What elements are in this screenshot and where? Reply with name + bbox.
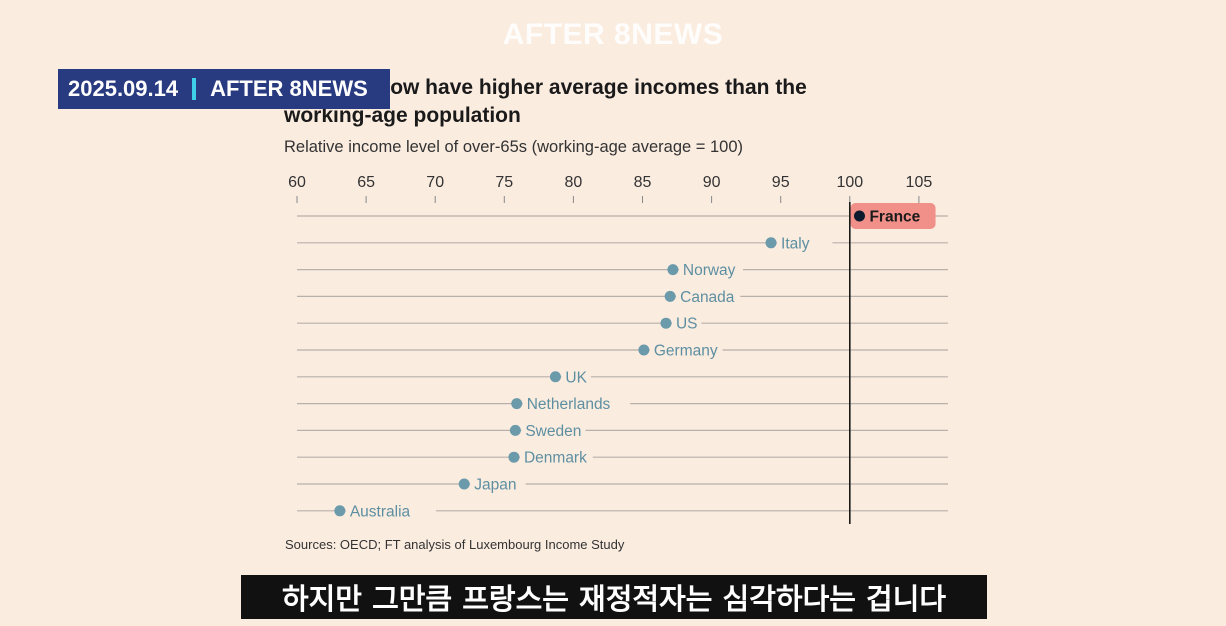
chart-subtitle: Relative income level of over-65s (worki…	[284, 138, 744, 156]
data-point	[765, 237, 777, 249]
highlight-box	[850, 203, 936, 229]
label-backdrop	[522, 394, 631, 413]
badge-date: 2025.09.14	[68, 76, 179, 101]
x-tick-label: 75	[495, 174, 513, 191]
data-point	[511, 398, 523, 410]
x-tick-label: 60	[288, 174, 306, 191]
x-tick-label: 105	[906, 174, 933, 191]
data-point	[334, 505, 346, 517]
data-point	[508, 451, 520, 463]
data-point	[853, 210, 865, 222]
data-point	[458, 478, 470, 490]
label-backdrop	[470, 475, 526, 493]
data-label: Japan	[474, 477, 516, 494]
data-label: Italy	[781, 235, 810, 252]
data-label: Australia	[350, 503, 411, 520]
label-backdrop	[671, 314, 702, 333]
data-label: US	[676, 316, 698, 333]
chart-title: nsioners now have higher average incomes…	[284, 76, 807, 127]
label-backdrop	[678, 260, 743, 279]
label-backdrop	[649, 341, 723, 359]
label-backdrop	[521, 421, 586, 440]
data-point	[638, 344, 650, 356]
data-point	[509, 424, 521, 436]
data-label: France	[869, 209, 920, 226]
chart-source: Sources: OECD; FT analysis of Luxembourg…	[285, 537, 625, 552]
data-point	[660, 317, 672, 329]
x-tick-label: 65	[357, 174, 375, 191]
x-tick-label: 85	[634, 174, 652, 191]
badge-channel: AFTER 8NEWS	[210, 76, 368, 101]
label-backdrop	[345, 501, 436, 520]
data-label: Canada	[680, 289, 735, 306]
badge-separator	[192, 78, 197, 100]
data-label: UK	[565, 369, 587, 386]
data-point	[664, 290, 676, 302]
label-backdrop	[561, 367, 591, 386]
data-point	[549, 371, 561, 383]
watermark-logo: AFTER 8NEWS	[502, 18, 724, 51]
data-label: Denmark	[524, 450, 587, 467]
label-backdrop	[676, 287, 741, 306]
data-label: Germany	[654, 343, 718, 360]
data-label: Sweden	[525, 423, 581, 440]
data-point	[667, 264, 679, 276]
x-tick-label: 95	[772, 174, 790, 191]
subtitle-caption: 하지만 그만큼 프랑스는 재정적자는 심각하다는 겁니다	[241, 575, 987, 619]
data-label: Netherlands	[527, 396, 611, 413]
data-label: Norway	[683, 262, 736, 279]
x-tick-label: 80	[565, 174, 583, 191]
x-tick-label: 90	[703, 174, 721, 191]
date-badge: 2025.09.14 AFTER 8NEWS	[58, 69, 390, 109]
x-tick-label: 70	[426, 174, 444, 191]
label-backdrop	[519, 448, 593, 467]
x-tick-label: 100	[836, 174, 863, 191]
label-backdrop	[777, 233, 833, 252]
